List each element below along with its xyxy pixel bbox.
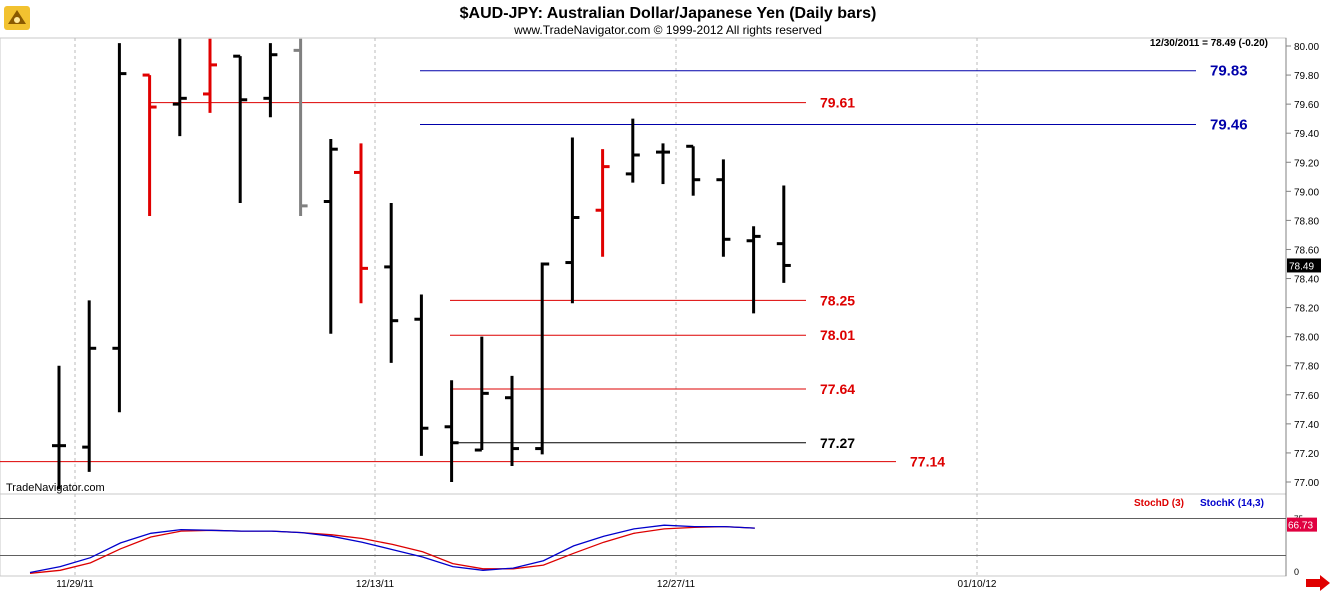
last-price-label: 78.49 [1289, 261, 1314, 272]
ohlc-bar-6 [233, 54, 248, 203]
ohlc-bar-14 [474, 336, 489, 452]
ohlc-bar-1 [82, 300, 97, 472]
y-tick-label-6: 78.80 [1294, 216, 1319, 227]
ohlc-bar-7 [263, 43, 278, 118]
ohlc-bar-18 [595, 149, 610, 257]
ohlc-bar-4 [172, 38, 187, 137]
y-tick-label-1: 79.80 [1294, 71, 1319, 82]
oscillator-frame [0, 493, 1287, 577]
y-tick-label-14: 77.20 [1294, 449, 1319, 460]
level-label-3: 78.25 [820, 292, 855, 308]
ohlc-bar-24 [776, 185, 791, 283]
ohlc-bar-23 [746, 226, 761, 314]
trade-navigator-logo-icon [4, 6, 30, 30]
stoch-last-box [1287, 517, 1317, 532]
y-tick-label-7: 78.60 [1294, 245, 1319, 256]
ohlc-bar-17 [565, 137, 580, 304]
ohlc-bar-3 [142, 73, 157, 217]
y-tick-label-4: 79.20 [1294, 158, 1319, 169]
level-label-7: 77.14 [910, 454, 945, 470]
level-label-4: 78.01 [820, 327, 855, 343]
price-axis: 80.00 79.80 79.60 79.40 79.20 79.00 78.80 78.60… [1286, 42, 1321, 489]
y-tick-label-15: 77.00 [1294, 478, 1319, 489]
y-tick-label-2: 79.60 [1294, 100, 1319, 111]
y-tick-label-9: 78.20 [1294, 304, 1319, 315]
ohlc-bar-5 [203, 38, 217, 113]
ohlc-bar-21 [686, 144, 701, 196]
x-tick-label-0: 11/29/11 [56, 579, 94, 590]
price-bars [52, 38, 791, 490]
x-tick-label-3: 01/10/12 [958, 579, 997, 590]
stoch-last-label: 66.73 [1288, 521, 1313, 532]
ohlc-bar-9 [323, 139, 338, 334]
ohlc-bar-20 [656, 143, 670, 185]
main-plot-frame [0, 37, 1287, 495]
ohlc-bar-15 [505, 375, 519, 467]
y-tick-label-5: 79.00 [1294, 187, 1319, 198]
ohlc-bar-0 [52, 365, 66, 490]
ohlc-bar-11 [384, 202, 399, 363]
scroll-right-arrow-icon[interactable] [1306, 575, 1330, 591]
level-label-1: 79.61 [820, 95, 855, 111]
ohlc-bar-12 [414, 294, 429, 456]
y-tick-label-13: 77.40 [1294, 420, 1319, 431]
ohlc-bar-16 [535, 262, 550, 455]
x-tick-label-1: 12/13/11 [356, 579, 395, 590]
stoch-d-line [29, 525, 755, 574]
watermark: TradeNavigator.com [6, 482, 105, 494]
chart-title: $AUD-JPY: Australian Dollar/Japanese Yen… [460, 5, 877, 22]
stoch-k-line [29, 524, 755, 574]
ohlc-bar-22 [716, 159, 731, 257]
y-tick-label-8: 78.40 [1294, 275, 1319, 286]
stoch-k-legend: StochK (14,3) [1200, 498, 1264, 509]
y-tick-label-3: 79.40 [1294, 129, 1319, 140]
last-price-info: 12/30/2011 = 78.49 (-0.20) [1150, 38, 1268, 49]
y-tick-label-12: 77.60 [1294, 391, 1319, 402]
price-levels: 79.83 79.61 79.46 78.25 78.01 77.64 77.27 77.14 [0, 63, 1248, 470]
y-tick-label-10: 78.00 [1294, 333, 1319, 344]
copyright-subtitle: www.TradeNavigator.com © 1999-2012 All r… [513, 23, 822, 37]
ohlc-bar-10 [354, 143, 368, 304]
ohlc-bar-19 [625, 118, 640, 183]
stochastic-panel: StochD (3)StochK (14,3)75066.73 [0, 498, 1317, 577]
last-price-box [1287, 258, 1321, 273]
x-tick-label-2: 12/27/11 [657, 579, 696, 590]
ohlc-bar-2 [112, 43, 127, 413]
date-axis: 11/29/11 12/13/11 12/27/11 01/10/12 [56, 579, 997, 590]
ohlc-bar-13 [444, 380, 459, 482]
stoch-bottom-tick: 0 [1294, 567, 1299, 577]
y-tick-label-0: 80.00 [1294, 42, 1319, 53]
level-label-5: 77.64 [820, 381, 855, 397]
ohlc-bar-8 [293, 38, 308, 217]
stoch-d-legend: StochD (3) [1134, 498, 1184, 509]
level-label-2: 79.46 [1210, 116, 1248, 133]
level-label-6: 77.27 [820, 435, 855, 451]
level-label-0: 79.83 [1210, 63, 1248, 80]
y-tick-label-11: 77.80 [1294, 362, 1319, 373]
